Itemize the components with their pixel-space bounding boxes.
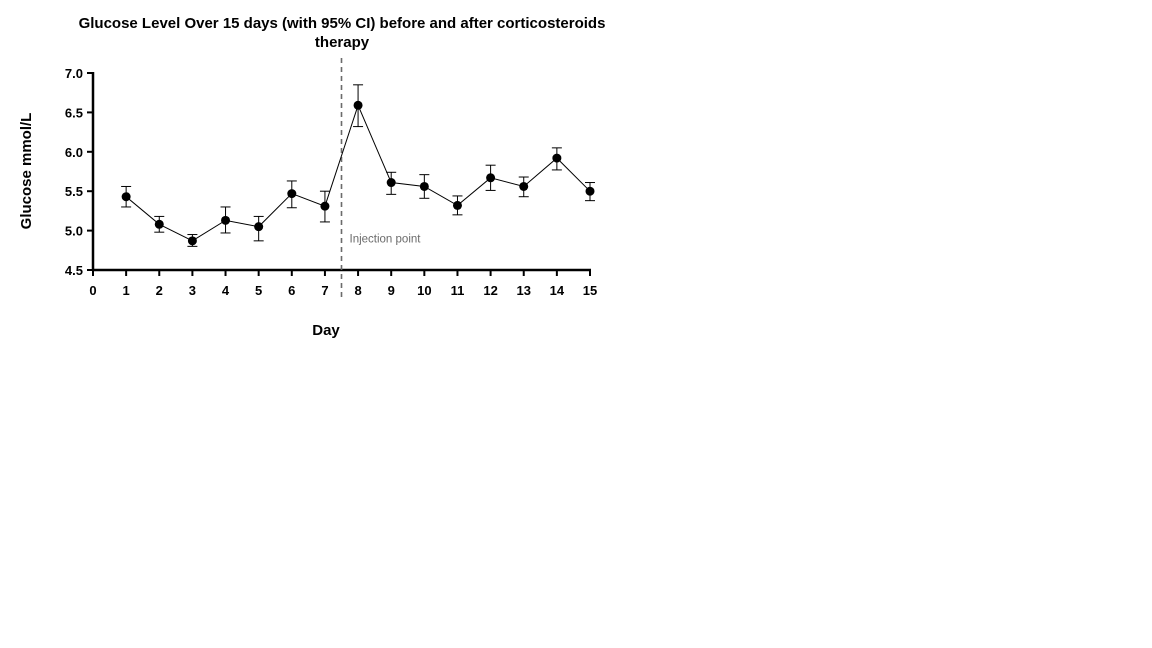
- data-point: [287, 189, 297, 199]
- x-tick-label: 14: [550, 283, 565, 298]
- x-tick-label: 15: [583, 283, 597, 298]
- y-tick-label: 5.0: [65, 224, 83, 239]
- data-point: [121, 192, 131, 202]
- axes: 4.55.05.56.06.57.00 1 2 3 4 5 6 7 8 9 10 11 12 13 14 15: [65, 66, 597, 298]
- x-axis-label: Day: [312, 322, 340, 339]
- x-tick-label: 9: [388, 283, 395, 298]
- x-tick-label: 13: [516, 283, 530, 298]
- data-point: [519, 181, 529, 191]
- x-tick-label: 1: [123, 283, 130, 298]
- chart-title-line2: therapy: [315, 34, 370, 51]
- chart-title-line1: Glucose Level Over 15 days (with 95% CI)…: [79, 15, 606, 32]
- x-tick-label: 4: [222, 283, 230, 298]
- data-point: [320, 201, 330, 211]
- data-point: [386, 178, 396, 188]
- x-tick-label: 10: [417, 283, 431, 298]
- injection-point-label: Injection point: [350, 233, 422, 245]
- data-point: [552, 153, 562, 163]
- y-tick-label: 6.0: [65, 145, 83, 160]
- data-point: [452, 200, 462, 210]
- data-marks: Injection point: [121, 58, 595, 300]
- data-point: [585, 186, 595, 196]
- y-tick-label: 6.5: [65, 105, 83, 120]
- x-tick-label: 7: [321, 283, 328, 298]
- data-point: [419, 181, 429, 191]
- data-point: [187, 236, 197, 246]
- data-point: [154, 219, 164, 229]
- x-tick-label: 11: [451, 283, 465, 298]
- x-tick-label: 5: [255, 283, 262, 298]
- data-point: [221, 215, 231, 225]
- x-tick-label: 6: [288, 283, 295, 298]
- data-point: [353, 100, 363, 110]
- y-tick-label: 5.5: [65, 184, 83, 199]
- x-tick-label: 0: [89, 283, 96, 298]
- y-tick-label: 4.5: [65, 263, 83, 278]
- data-point: [254, 222, 264, 232]
- data-point: [486, 173, 496, 183]
- x-tick-label: 12: [483, 283, 497, 298]
- x-tick-label: 8: [354, 283, 361, 298]
- x-tick-label: 2: [156, 283, 163, 298]
- x-tick-label: 3: [189, 283, 196, 298]
- y-axis-label: Glucose mmol/L: [18, 113, 35, 230]
- y-tick-label: 7.0: [65, 66, 83, 81]
